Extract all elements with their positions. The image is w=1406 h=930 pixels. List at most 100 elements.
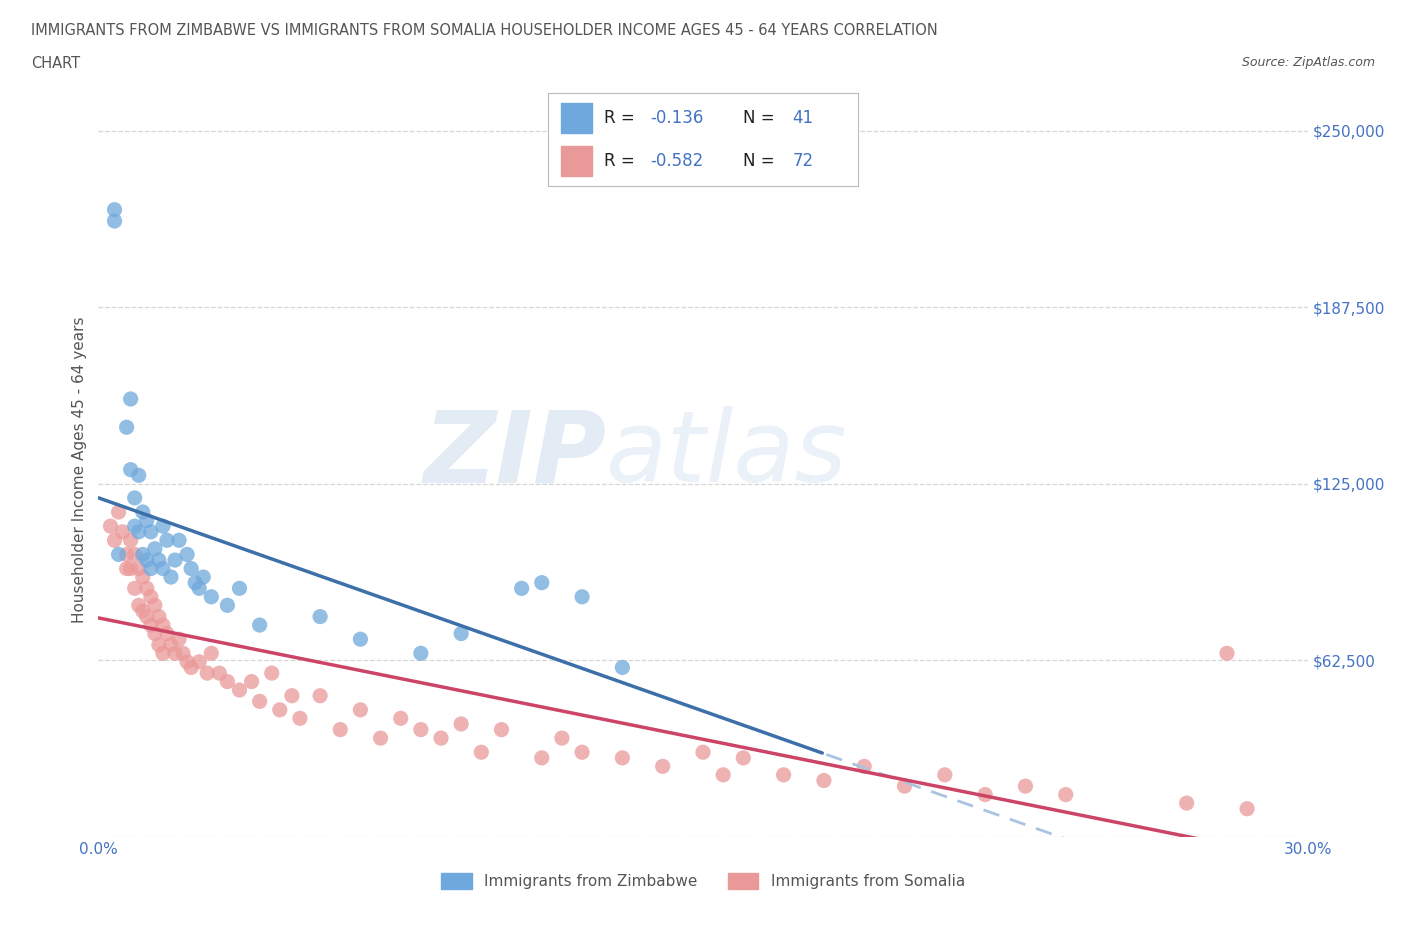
Point xyxy=(249,694,271,709)
Point xyxy=(571,745,593,760)
Point xyxy=(124,547,146,562)
Point xyxy=(132,547,155,562)
Point xyxy=(124,490,146,505)
Point xyxy=(148,552,170,567)
Point xyxy=(132,604,155,618)
Point xyxy=(148,609,170,624)
Point xyxy=(143,541,166,556)
Point xyxy=(143,626,166,641)
Point xyxy=(470,745,492,760)
Text: N =: N = xyxy=(744,152,780,170)
Point xyxy=(128,598,150,613)
Point xyxy=(711,767,734,782)
Point xyxy=(132,569,155,584)
Point xyxy=(571,590,593,604)
Point xyxy=(551,731,574,746)
Point xyxy=(103,214,125,229)
Point xyxy=(389,711,412,725)
Point xyxy=(200,590,222,604)
Point xyxy=(530,751,553,765)
Point xyxy=(200,646,222,661)
Point xyxy=(163,552,186,567)
Point xyxy=(128,525,150,539)
Point xyxy=(139,590,162,604)
Point xyxy=(135,513,157,528)
Text: 72: 72 xyxy=(793,152,814,170)
Point xyxy=(115,561,138,576)
Point xyxy=(651,759,673,774)
Point xyxy=(160,637,183,652)
Point xyxy=(124,519,146,534)
Text: Source: ZipAtlas.com: Source: ZipAtlas.com xyxy=(1241,56,1375,69)
Point xyxy=(409,646,432,661)
Point xyxy=(176,655,198,670)
Point xyxy=(152,519,174,534)
Point xyxy=(349,702,371,717)
Point xyxy=(135,609,157,624)
Point xyxy=(167,631,190,646)
Point xyxy=(612,660,634,675)
Point xyxy=(974,787,997,802)
Point xyxy=(120,462,142,477)
Point xyxy=(309,688,332,703)
Point xyxy=(120,392,142,406)
Text: atlas: atlas xyxy=(606,406,848,503)
Y-axis label: Householder Income Ages 45 - 64 years: Householder Income Ages 45 - 64 years xyxy=(72,316,87,623)
Point xyxy=(143,598,166,613)
Point xyxy=(510,581,533,596)
Point xyxy=(111,525,134,539)
Point xyxy=(188,655,211,670)
Point xyxy=(217,598,239,613)
Point xyxy=(228,683,250,698)
Text: ZIP: ZIP xyxy=(423,406,606,503)
Point xyxy=(152,646,174,661)
Point xyxy=(172,646,194,661)
Point xyxy=(1054,787,1077,802)
Point xyxy=(217,674,239,689)
Point xyxy=(180,561,202,576)
Point xyxy=(107,505,129,520)
Point xyxy=(1014,778,1036,793)
Point xyxy=(156,533,179,548)
Point xyxy=(188,581,211,596)
Point xyxy=(103,202,125,217)
Point xyxy=(163,646,186,661)
Point xyxy=(450,716,472,731)
Point xyxy=(260,666,283,681)
Point xyxy=(132,505,155,520)
Text: 41: 41 xyxy=(793,109,814,127)
Point xyxy=(288,711,311,725)
Point xyxy=(772,767,794,782)
Point xyxy=(733,751,755,765)
Text: CHART: CHART xyxy=(31,56,80,71)
Point xyxy=(1236,802,1258,817)
Point xyxy=(184,576,207,591)
Point xyxy=(107,547,129,562)
Bar xyxy=(561,146,592,176)
Legend: Immigrants from Zimbabwe, Immigrants from Somalia: Immigrants from Zimbabwe, Immigrants fro… xyxy=(434,868,972,896)
Point xyxy=(349,631,371,646)
Point xyxy=(176,547,198,562)
Point xyxy=(934,767,956,782)
Point xyxy=(152,561,174,576)
Point xyxy=(139,618,162,632)
Point xyxy=(208,666,231,681)
Point xyxy=(692,745,714,760)
Point xyxy=(269,702,291,717)
Text: R =: R = xyxy=(605,109,640,127)
Point xyxy=(100,519,122,534)
Point xyxy=(135,552,157,567)
Point xyxy=(309,609,332,624)
Point xyxy=(180,660,202,675)
Point xyxy=(120,561,142,576)
Point xyxy=(329,723,352,737)
Point xyxy=(491,723,513,737)
Point xyxy=(139,561,162,576)
Text: R =: R = xyxy=(605,152,640,170)
Point xyxy=(193,569,215,584)
Point xyxy=(160,569,183,584)
Point xyxy=(1175,796,1198,811)
Point xyxy=(195,666,218,681)
Point xyxy=(135,581,157,596)
Point xyxy=(450,626,472,641)
